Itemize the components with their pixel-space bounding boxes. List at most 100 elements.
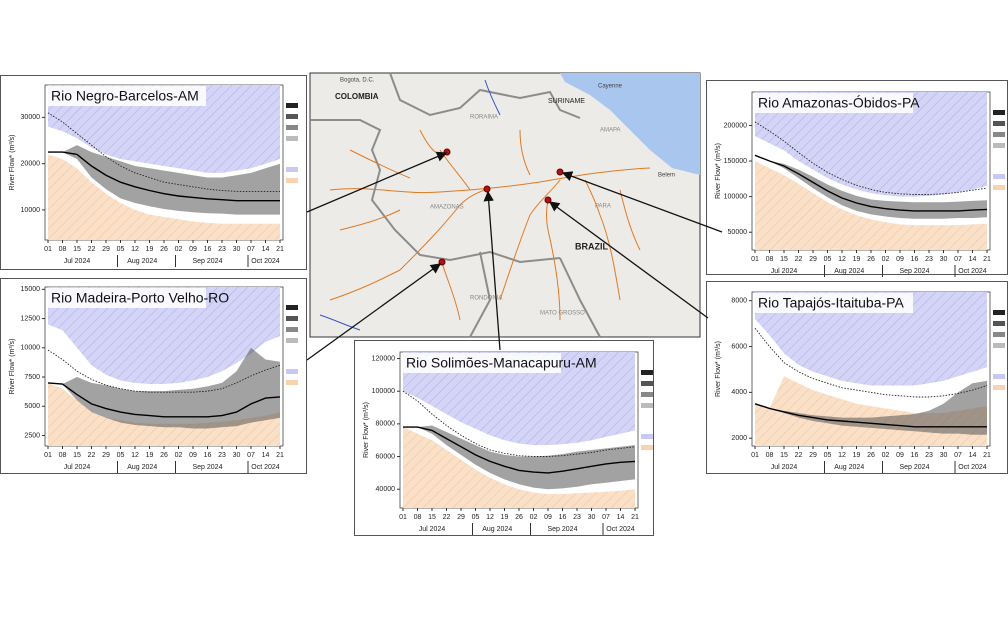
x-tick-label: 29 [809,452,817,459]
legend-swatch [286,103,298,108]
chart-title: Rio Madeira-Porto Velho-RO [51,290,229,306]
legend-swatch [993,143,1005,148]
map-label: AMAPA [600,128,621,134]
x-tick-label: 22 [795,256,803,263]
x-tick-label: 21 [276,246,284,253]
arrows [306,151,723,361]
gauge [556,168,564,176]
legend-swatch [641,445,653,450]
x-tick-label: 22 [88,452,96,459]
chart-panel: 50000 100000 150000 200000 01 08 15 22 29 05 12 19 2… [706,80,1008,277]
month-label: Aug 2024 [127,258,157,265]
x-tick-label: 30 [233,452,241,459]
x-tick-label: 29 [809,256,817,263]
x-tick-label: 05 [824,452,832,459]
gauge [483,185,491,193]
legend-swatch [286,125,298,130]
arrow [306,151,448,213]
x-tick-label: 08 [59,246,67,253]
x-tick-label: 08 [766,256,774,263]
below-normal-area [48,382,280,446]
x-tick-label: 23 [925,452,933,459]
x-tick-label: 02 [175,246,183,253]
legend-swatch [286,114,298,119]
legend-swatch [993,174,1005,179]
y-tick-label: 5000 [24,403,40,410]
y-tick-label: 15000 [21,286,41,293]
y-tick-label: 7500 [24,374,40,381]
y-tick-label: 8000 [731,298,747,305]
x-tick-label: 23 [218,452,226,459]
x-tick-label: 29 [102,246,110,253]
above-normal-area [45,85,280,173]
x-tick-label: 14 [617,514,625,521]
y-tick-label: 80000 [376,421,396,428]
x-tick-label: 12 [486,514,494,521]
x-tick-label: 05 [824,256,832,263]
forecast-band [755,380,987,435]
x-tick-label: 16 [204,452,212,459]
legend-swatch [993,121,1005,126]
month-label: Oct 2024 [606,526,635,533]
x-tick-label: 22 [88,246,96,253]
arrow [561,171,723,233]
month-label: Oct 2024 [958,464,987,471]
y-tick-label: 6000 [731,343,747,350]
month-label: Aug 2024 [834,464,864,471]
month-label: Jul 2024 [771,464,798,471]
x-tick-label: 12 [131,246,139,253]
y-tick-label: 60000 [376,453,396,460]
month-label: Jul 2024 [64,464,91,471]
forecast-band [48,145,280,215]
month-label: Oct 2024 [251,464,280,471]
x-tick-label: 19 [853,452,861,459]
title-box [401,353,561,373]
month-label: Sep 2024 [548,526,578,533]
legend-swatch [286,316,298,321]
chart-title: Rio Solimões-Manacapuru-AM [406,355,597,371]
map-label: AMAZONAS [430,205,464,211]
legend-swatch [286,327,298,332]
y-axis-label: River Flow* (m³/s) [9,339,16,395]
x-tick-label: 08 [59,452,67,459]
x-tick-label: 14 [969,452,977,459]
month-label: Sep 2024 [900,268,930,275]
map-label: Belem [658,173,675,179]
map-label: Bogota, D.C. [340,78,375,84]
mean-line [47,112,280,192]
above-normal-area [400,352,635,446]
month-label: Sep 2024 [193,258,223,265]
chart-title: Rio Tapajós-Itaituba-PA [758,295,904,311]
month-label: Aug 2024 [834,268,864,275]
x-tick-label: 16 [911,452,919,459]
x-tick-label: 12 [131,452,139,459]
y-tick-label: 120000 [372,355,395,362]
x-tick-label: 15 [428,514,436,521]
above-normal-area [752,292,987,386]
map-label: BRAZIL [575,241,608,251]
legend-swatch [641,370,653,375]
x-tick-label: 30 [588,514,596,521]
legend-swatch [286,369,298,374]
title-box [46,86,206,106]
legend-swatch [993,321,1005,326]
map-label: RONDONIA [470,296,502,302]
x-tick-label: 02 [882,256,890,263]
median-line [754,403,987,428]
title-box [753,93,913,113]
x-tick-label: 14 [969,256,977,263]
legend-swatch [993,310,1005,315]
y-tick-label: 50000 [728,229,748,236]
x-tick-label: 26 [867,256,875,263]
x-tick-label: 19 [853,256,861,263]
y-tick-label: 40000 [376,486,396,493]
map-label: PARA [595,204,611,210]
chart-title: Rio Amazonas-Óbidos-PA [758,95,920,111]
y-axis-label: River Flow* (m³/s) [715,341,722,397]
mean-line [47,349,281,393]
map-label: SURINAME [548,98,585,105]
legend-swatch [993,332,1005,337]
median-line [48,151,280,202]
arrow [548,201,709,319]
